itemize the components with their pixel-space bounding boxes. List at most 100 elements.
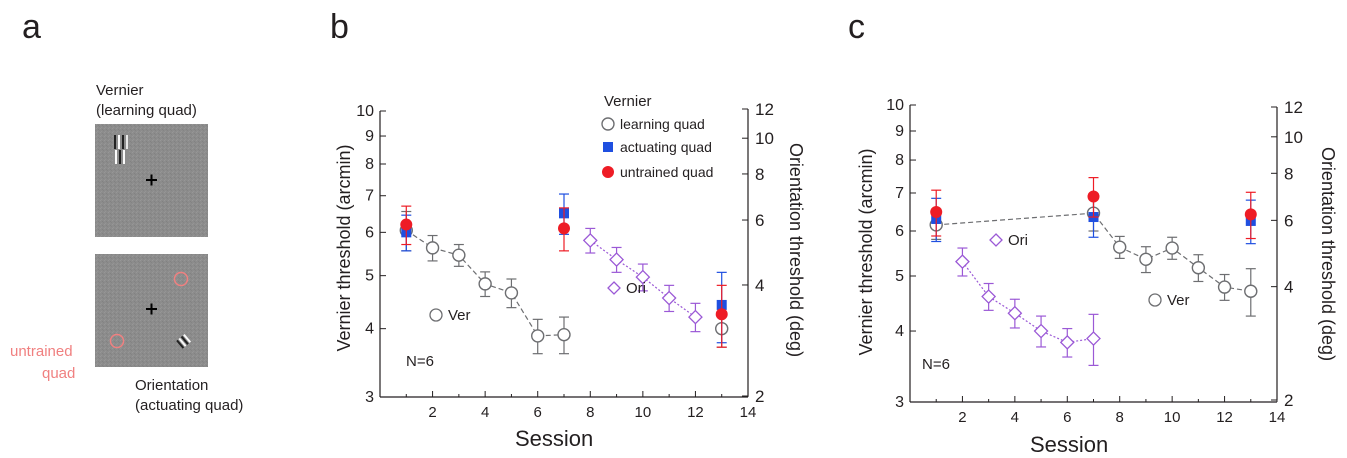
y2-tick-label: 8 (1284, 164, 1293, 183)
y-tick-label: 10 (886, 97, 904, 114)
y-axis-title: Vernier threshold (arcmin) (856, 148, 876, 355)
x-tick-label: 10 (1164, 409, 1181, 426)
point-learning-quad (1244, 284, 1258, 298)
inline-label-marker-ver (1148, 293, 1162, 307)
x-axis-title: Session (515, 426, 593, 451)
panel-letter-b: b (330, 8, 349, 46)
y-axis-title: Vernier threshold (arcmin) (334, 144, 354, 351)
y2-axis-title: Orientation threshold (deg) (786, 143, 806, 357)
inline-series-label: Ver (1167, 292, 1190, 309)
point-learning-quad (425, 241, 440, 255)
point-ori (955, 254, 970, 270)
legend-label-learning: learning quad (620, 116, 705, 132)
orientation-gabor-icon (176, 333, 192, 349)
y2-tick-label: 2 (1284, 391, 1293, 410)
x-tick-label: 2 (428, 404, 436, 421)
point-learning-quad (478, 277, 492, 291)
point-untrained-quad (558, 222, 570, 235)
point-learning-quad (504, 286, 519, 300)
y2-tick-label: 10 (1284, 128, 1303, 147)
point-learning-quad (1217, 280, 1232, 294)
legend-label-actuating: actuating quad (620, 139, 712, 155)
y-tick-label: 9 (895, 123, 904, 140)
y-tick-label: 5 (895, 268, 904, 285)
y2-tick-label: 4 (1284, 278, 1293, 297)
y2-tick-label: 10 (755, 129, 774, 148)
vernier-sublabel: (learning quad) (96, 102, 197, 119)
y-tick-label: 7 (365, 188, 374, 205)
panel-a: Vernier (learning quad) (10, 82, 243, 414)
point-ori (661, 290, 677, 306)
y-tick-label: 7 (895, 185, 904, 202)
x-tick-label: 14 (1269, 409, 1286, 426)
x-tick-label: 14 (740, 404, 757, 421)
y-tick-label: 10 (356, 103, 374, 120)
orientation-label: Orientation (135, 377, 208, 394)
point-learning-quad (557, 327, 571, 342)
y-tick-label: 5 (365, 268, 374, 285)
x-tick-label: 2 (958, 409, 966, 426)
legend-label-untrained: untrained quad (620, 164, 713, 180)
x-tick-label: 4 (481, 404, 489, 421)
x-tick-label: 12 (1216, 409, 1233, 426)
x-tick-label: 8 (586, 404, 594, 421)
point-learning-quad (1113, 240, 1127, 254)
point-ori (1086, 331, 1101, 346)
point-untrained-quad (715, 308, 728, 321)
legend-marker-actuating (603, 142, 613, 152)
point-learning-quad (1191, 261, 1206, 275)
chart-panel-b: Session Vernier threshold (arcmin) Orien… (334, 93, 806, 451)
point-untrained-quad (1087, 190, 1100, 203)
inline-series-label: Ver (448, 307, 471, 324)
y-tick-label: 9 (365, 128, 374, 145)
panel-letter-a: a (22, 8, 41, 46)
sample-size-note: N=6 (922, 356, 950, 373)
point-ori (1033, 323, 1049, 339)
y-tick-label: 4 (365, 321, 374, 338)
point-untrained-quad (400, 218, 413, 231)
y-tick-label: 8 (895, 152, 904, 169)
y2-tick-label: 2 (755, 387, 764, 406)
panel-letter-c: c (848, 8, 865, 46)
y2-tick-label: 12 (755, 100, 774, 119)
untrained-quad-label: untrained (10, 343, 73, 360)
inline-series-label: Ori (1008, 232, 1028, 249)
sample-size-note: N=6 (406, 353, 434, 370)
fixation-cross-icon (146, 303, 157, 315)
point-learning-quad (1139, 252, 1153, 266)
legend-marker-learning (601, 117, 615, 131)
point-ori (1059, 334, 1075, 350)
untrained-quad-circle-icon (173, 271, 189, 287)
x-tick-label: 6 (1063, 409, 1071, 426)
point-ori (582, 232, 598, 248)
inline-label-marker-ori (607, 281, 621, 295)
point-ori (688, 309, 703, 325)
point-ori (1007, 305, 1023, 321)
x-tick-label: 6 (534, 404, 542, 421)
legend-title: Vernier (604, 93, 652, 110)
x-tick-label: 12 (687, 404, 704, 421)
vernier-label: Vernier (96, 82, 144, 99)
point-ori (609, 252, 624, 268)
point-learning-quad (452, 248, 466, 262)
inline-label-marker-ver (429, 308, 443, 322)
legend-marker-untrained (602, 166, 614, 178)
y-tick-label: 3 (895, 394, 904, 411)
fixation-cross-icon (146, 174, 157, 186)
y2-tick-label: 4 (755, 276, 764, 295)
inline-label-marker-ori (989, 233, 1003, 247)
x-axis-title: Session (1030, 432, 1108, 457)
point-untrained-quad (930, 206, 943, 219)
y2-tick-label: 8 (755, 165, 764, 184)
point-learning-quad (1165, 241, 1179, 255)
y2-tick-label: 6 (755, 211, 764, 230)
y-tick-label: 6 (365, 224, 374, 241)
y2-tick-label: 6 (1284, 211, 1293, 230)
untrained-quad-label: quad (42, 365, 75, 382)
series-line-ori (961, 261, 1094, 344)
y-tick-label: 4 (895, 323, 904, 340)
x-tick-label: 10 (635, 404, 652, 421)
y-tick-label: 6 (895, 223, 904, 240)
y-tick-label: 3 (365, 389, 374, 406)
